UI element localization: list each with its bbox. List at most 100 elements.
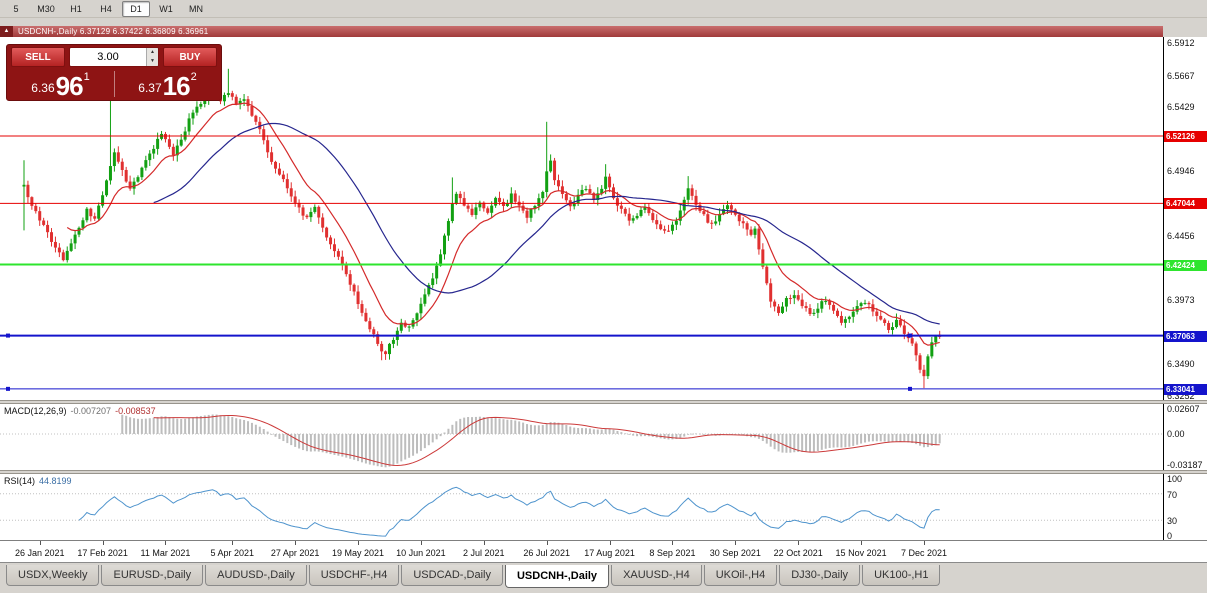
price-tick: 6.5912: [1167, 38, 1195, 49]
price-tick: 6.5429: [1167, 102, 1195, 113]
time-tick: [672, 541, 674, 545]
time-tick: [861, 541, 863, 545]
level-price-badge: 6.47044: [1164, 198, 1207, 210]
date-label: 17 Feb 2021: [77, 548, 128, 558]
chart-tab[interactable]: USDCHF-,H4: [308, 565, 400, 586]
time-tick: [232, 541, 234, 545]
buy-price-prefix: 6.37: [138, 81, 162, 95]
chart-titlebar: ▲ USDCNH-,Daily 6.37129 6.37422 6.36809 …: [0, 26, 1163, 37]
time-tick: [165, 541, 167, 545]
date-label: 5 Apr 2021: [210, 548, 255, 558]
volume-down-icon[interactable]: ▼: [146, 57, 158, 66]
macd-value-signal: -0.008537: [115, 406, 156, 416]
sell-price[interactable]: 6.36 96 1: [7, 67, 114, 101]
price-tick: 6.4456: [1167, 231, 1195, 242]
price-tick: 6.4946: [1167, 166, 1195, 177]
rsi-label: RSI(14): [4, 476, 36, 486]
date-label: 15 Nov 2021: [835, 548, 887, 558]
macd-tick: -0.03187: [1167, 460, 1203, 470]
level-price-badge: 6.33041: [1164, 383, 1207, 395]
date-label: 10 Jun 2021: [396, 548, 446, 558]
buy-price[interactable]: 6.37 16 2: [114, 67, 221, 101]
level-price-badge: 6.42424: [1164, 259, 1207, 271]
macd-tick: 0.00: [1167, 428, 1185, 439]
timeframe-button-m30[interactable]: M30: [37, 3, 55, 14]
time-tick: [420, 541, 422, 545]
chart-tab[interactable]: USDCNH-,Daily: [504, 565, 610, 588]
level-price-badge: 6.37063: [1164, 330, 1207, 342]
rsi-header: RSI(14) 44.8199: [4, 476, 76, 486]
rsi-tick: 30: [1167, 516, 1178, 527]
rsi-axis: 100 70 30 0: [1163, 474, 1207, 540]
timeframe-toolbar: 5 M30 H1 H4 D1 W1 MN: [0, 0, 1207, 18]
chart-tab[interactable]: USDX,Weekly: [6, 565, 100, 586]
price-tick: 6.3973: [1167, 295, 1195, 306]
panel-splitter[interactable]: [0, 470, 1207, 474]
timeframe-button-d1[interactable]: D1: [122, 0, 150, 17]
timeframe-button-h1[interactable]: H1: [70, 3, 82, 14]
sell-button[interactable]: SELL: [11, 47, 65, 67]
date-label: 11 Mar 2021: [140, 548, 191, 558]
time-tick: [923, 541, 925, 545]
sell-price-pip: 1: [83, 71, 90, 83]
volume-up-icon[interactable]: ▲: [146, 48, 158, 57]
volume-field[interactable]: 3.00 ▲ ▼: [69, 47, 159, 67]
one-click-trading-panel: SELL 3.00 ▲ ▼ BUY 6.36 96 1 6.37 16 2: [6, 44, 222, 101]
chart-tab[interactable]: UK100-,H1: [862, 565, 941, 586]
time-tick: [735, 541, 737, 545]
chart-title: USDCNH-,Daily 6.37129 6.37422 6.36809 6.…: [18, 27, 209, 36]
timeframe-button-5[interactable]: 5: [13, 3, 19, 14]
rsi-tick: 70: [1167, 489, 1178, 500]
time-tick: [798, 541, 800, 545]
macd-axis: 0.02607 0.00 -0.03187: [1163, 404, 1207, 470]
date-label: 17 Aug 2021: [584, 548, 635, 558]
chart-tabs: USDX,Weekly EURUSD-,Daily AUDUSD-,Daily USD…: [0, 562, 1207, 593]
time-tick: [358, 541, 360, 545]
macd-header: MACD(12,26,9) -0.007207 -0.008537: [4, 406, 160, 416]
time-tick: [609, 541, 611, 545]
volume-value[interactable]: 3.00: [97, 51, 119, 63]
chart-tab[interactable]: USDCAD-,Daily: [401, 565, 503, 586]
date-label: 30 Sep 2021: [709, 548, 761, 558]
chart-tab[interactable]: UKOil-,H4: [703, 565, 778, 586]
timeframe-button-mn[interactable]: MN: [189, 3, 203, 14]
date-label: 26 Jan 2021: [14, 548, 65, 558]
timeframe-button-w1[interactable]: W1: [159, 3, 173, 14]
rsi-value: 44.8199: [39, 476, 72, 486]
rsi-panel[interactable]: RSI(14) 44.8199: [0, 474, 1163, 540]
level-price-badge: 6.52126: [1164, 131, 1207, 143]
macd-panel[interactable]: MACD(12,26,9) -0.007207 -0.008537: [0, 404, 1163, 470]
date-label: 7 Dec 2021: [900, 548, 947, 558]
rsi-tick: 100: [1167, 474, 1183, 484]
chart-tab[interactable]: XAUUSD-,H4: [611, 565, 702, 586]
collapse-panel-icon[interactable]: ▲: [0, 26, 13, 37]
macd-tick: 0.02607: [1167, 404, 1200, 414]
time-tick: [102, 541, 104, 545]
buy-price-pip: 2: [190, 71, 197, 83]
macd-value-main: -0.007207: [70, 406, 112, 416]
chart-tab[interactable]: DJ30-,Daily: [779, 565, 861, 586]
chart-tab[interactable]: AUDUSD-,Daily: [205, 565, 307, 586]
sell-price-big: 96: [55, 71, 84, 101]
panel-splitter[interactable]: [0, 400, 1207, 404]
timeframe-button-h4[interactable]: H4: [100, 3, 112, 14]
price-axis[interactable]: 6.59126.56676.54296.51906.49466.44566.39…: [1163, 37, 1207, 400]
buy-button[interactable]: BUY: [163, 47, 217, 67]
date-label: 22 Oct 2021: [773, 548, 823, 558]
price-tick: 6.3252: [1167, 390, 1195, 400]
rsi-tick: 0: [1167, 531, 1173, 540]
date-label: 8 Sep 2021: [649, 548, 696, 558]
time-tick: [483, 541, 485, 545]
price-divider: [114, 71, 115, 97]
time-tick: [546, 541, 548, 545]
buy-price-big: 16: [162, 71, 191, 101]
date-label: 2 Jul 2021: [463, 548, 505, 558]
time-tick: [39, 541, 41, 545]
chart-tab[interactable]: EURUSD-,Daily: [101, 565, 204, 586]
date-label: 27 Apr 2021: [270, 548, 320, 558]
time-axis[interactable]: 26 Jan 2021 17 Feb 2021 11 Mar 2021 5 Apr 2…: [0, 540, 1207, 562]
date-label: 19 May 2021: [332, 548, 385, 558]
macd-label: MACD(12,26,9): [4, 406, 67, 416]
sell-price-prefix: 6.36: [31, 81, 55, 95]
